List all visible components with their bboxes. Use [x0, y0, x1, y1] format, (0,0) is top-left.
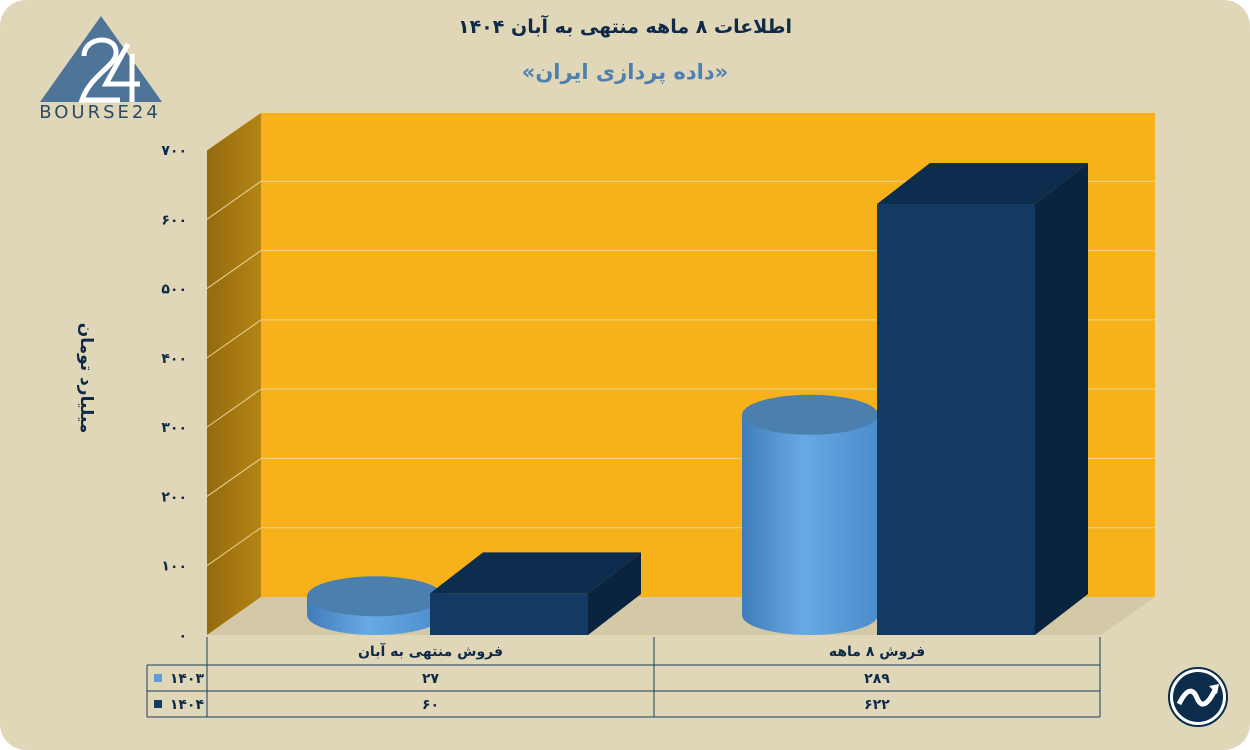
data-label: ۲۸۹	[864, 671, 890, 687]
bar-1-series-1403	[742, 394, 878, 635]
legend-swatch	[154, 700, 162, 708]
y-tick-label: ۷۰۰	[161, 143, 187, 159]
box-side	[1035, 163, 1088, 636]
gridline-side-200	[206, 458, 262, 497]
legend-label: ۱۴۰۳	[170, 671, 205, 687]
box-front	[430, 593, 588, 635]
category-label: فروش ۸ ماهه	[829, 644, 925, 660]
data-label: ۲۷	[422, 671, 440, 687]
gridline-side-500	[206, 250, 262, 289]
data-label: ۶۰	[422, 697, 439, 713]
y-tick-label: ۵۰۰	[161, 282, 187, 298]
box-side	[588, 552, 641, 635]
bar-1-series-1404	[877, 163, 1088, 636]
box-top	[430, 552, 641, 594]
logo-text: BOURSE24	[39, 102, 161, 123]
data-label: ۶۲۲	[864, 697, 890, 713]
logo-two-shape	[78, 37, 120, 103]
gridline-side-700	[206, 111, 262, 151]
logo-four-shape	[101, 42, 140, 102]
bar-0-series-1404	[430, 552, 641, 635]
y-tick-label: ۴۰۰	[161, 351, 187, 367]
y-tick-label: ۶۰۰	[161, 212, 187, 228]
y-tick-label: ۱۰۰	[161, 559, 187, 575]
legend-swatch	[154, 674, 162, 682]
box-top	[877, 163, 1088, 205]
y-tick-label: ۲۰۰	[161, 489, 187, 505]
bourse24-logo	[40, 16, 162, 103]
gridline-side-100	[206, 527, 262, 567]
legend-label: ۱۴۰۴	[170, 697, 205, 713]
cylinder-top	[742, 394, 878, 435]
side-wall	[207, 113, 261, 635]
cylinder-body	[742, 414, 878, 635]
gridline-side-600	[206, 180, 262, 220]
bar-0-series-1403	[307, 576, 443, 635]
category-label: فروش منتهی به آبان	[358, 642, 503, 660]
chart-title: اطلاعات ۸ ماهه منتهی به آبان ۱۴۰۴	[457, 16, 793, 38]
box-front	[877, 204, 1035, 636]
gridline-side-300	[206, 388, 262, 428]
gridline-side-400	[206, 319, 262, 359]
chart-subtitle: «داده پردازی ایران»	[521, 60, 729, 84]
y-tick-label: ۰	[178, 628, 187, 644]
cylinder-top	[307, 576, 443, 617]
y-tick-label: ۳۰۰	[161, 420, 187, 436]
trend-arrow-icon	[1168, 667, 1228, 727]
